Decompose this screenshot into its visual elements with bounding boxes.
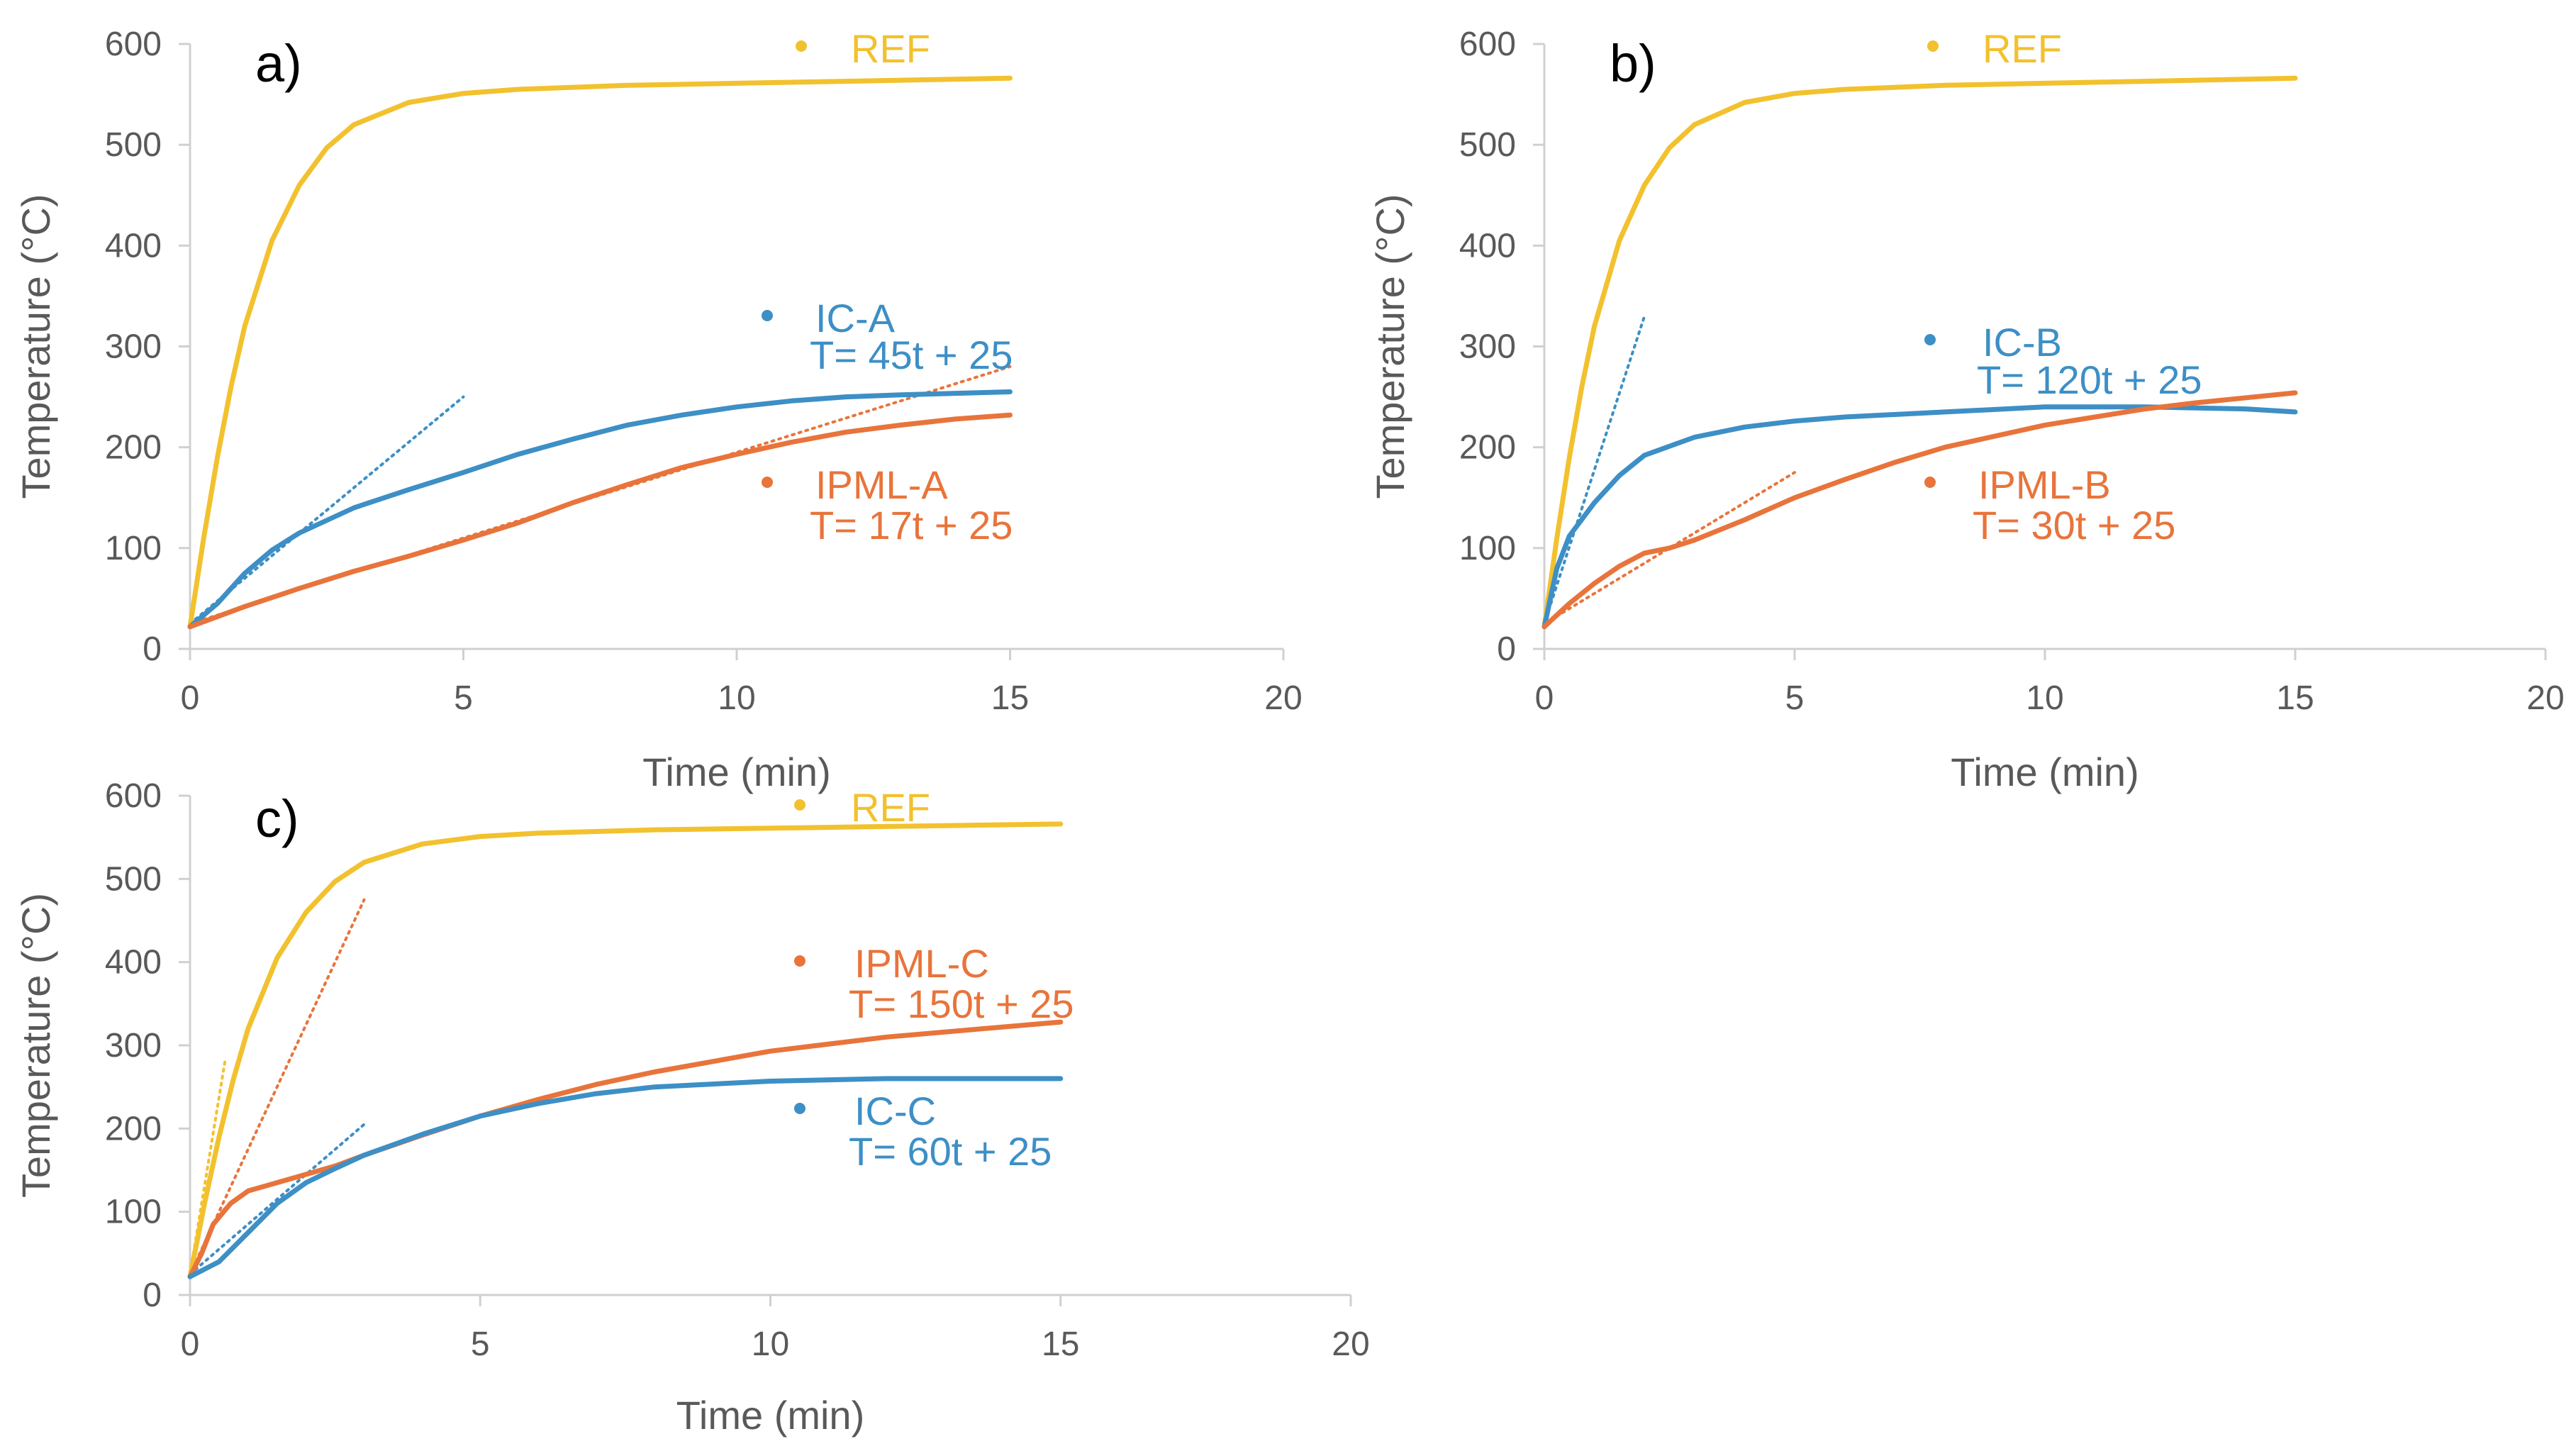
- x-axis-title: Time (min): [676, 1393, 864, 1438]
- panel-label: b): [1610, 34, 1656, 93]
- x-tick-label: 10: [2026, 679, 2063, 717]
- legend-equation-ic-b: T= 120t + 25: [1977, 357, 2202, 402]
- y-tick-label: 200: [1459, 429, 1516, 467]
- series-line-ipml-b: [1541, 390, 2298, 630]
- trendline-ipml-b: [1543, 471, 1796, 626]
- y-tick-label: 300: [105, 1027, 162, 1064]
- legend-label-ic-a: IC-A: [815, 296, 896, 340]
- series-line-ic-c: [187, 1076, 1064, 1279]
- trendline-ipml-c: [189, 898, 366, 1276]
- y-tick-label: 600: [105, 777, 162, 815]
- legend-label-ref: REF: [851, 785, 930, 830]
- legend-equation-ipml-a: T= 17t + 25: [810, 503, 1013, 547]
- series-line-ipml-a: [187, 412, 1013, 630]
- legend-marker-ipml-a: [762, 477, 773, 488]
- legend-label-ipml-a: IPML-A: [815, 462, 948, 507]
- legend-equation-ipml-c: T= 150t + 25: [849, 982, 1074, 1026]
- legend-marker-ic-a: [762, 310, 773, 321]
- x-tick-label: 15: [2276, 679, 2314, 717]
- y-tick-label: 600: [105, 26, 162, 63]
- legend-label-ipml-b: IPML-B: [1978, 462, 2111, 507]
- legend-equation-ic-a: T= 45t + 25: [810, 333, 1013, 377]
- legend-marker-ipml-c: [794, 955, 805, 967]
- y-axis-title: Temperature (°C): [1368, 194, 1412, 499]
- chart-panel-1: 0 100 200 300 400 500 600 0 5 10 15 20 Time (min) Tem…: [13, 26, 1303, 794]
- chart-panel-2: 0 100 200 300 400 500 600 0 5 10 15 20 Time (min) Tem…: [1368, 26, 2565, 794]
- x-tick-label: 0: [181, 1325, 200, 1363]
- panel-label: c): [255, 789, 299, 848]
- y-tick-label: 0: [143, 630, 162, 668]
- x-tick-label: 5: [471, 1325, 490, 1363]
- legend-marker-ref: [794, 799, 805, 811]
- y-tick-label: 500: [105, 860, 162, 898]
- legend-label-ref: REF: [851, 26, 930, 71]
- y-tick-label: 600: [1459, 26, 1516, 63]
- legend-label-ref: REF: [1983, 26, 2062, 71]
- y-tick-label: 200: [105, 429, 162, 467]
- x-tick-label: 0: [1535, 679, 1554, 717]
- legend-label-ipml-c: IPML-C: [854, 941, 989, 986]
- y-tick-label: 100: [105, 1194, 162, 1231]
- y-tick-label: 0: [1497, 630, 1516, 668]
- y-tick-label: 200: [105, 1110, 162, 1147]
- legend-equation-ic-c: T= 60t + 25: [849, 1129, 1052, 1174]
- trendline-ic-c: [189, 1123, 366, 1276]
- panel-label: a): [255, 34, 302, 93]
- y-tick-label: 0: [143, 1277, 162, 1314]
- legend-marker-ref: [1927, 40, 1939, 52]
- y-tick-label: 400: [1459, 227, 1516, 265]
- y-tick-label: 100: [105, 530, 162, 567]
- series-line-ref: [187, 821, 1064, 1279]
- x-tick-label: 0: [181, 679, 200, 717]
- y-tick-label: 400: [105, 227, 162, 265]
- trendline-ic-b: [1543, 314, 1646, 626]
- legend-marker-ic-b: [1924, 334, 1936, 345]
- y-tick-label: 500: [105, 126, 162, 164]
- x-tick-label: 10: [752, 1325, 789, 1363]
- x-axis-title: Time (min): [1951, 750, 2139, 794]
- y-tick-label: 300: [105, 328, 162, 366]
- x-tick-label: 10: [718, 679, 755, 717]
- x-tick-label: 20: [1332, 1325, 1369, 1363]
- legend-label-ic-b: IC-B: [1983, 320, 2062, 365]
- y-tick-label: 500: [1459, 126, 1516, 164]
- legend-equation-ipml-b: T= 30t + 25: [1973, 503, 2175, 547]
- y-tick-label: 100: [1459, 530, 1516, 567]
- x-tick-label: 15: [1042, 1325, 1079, 1363]
- y-axis-title: Temperature (°C): [13, 194, 58, 499]
- x-tick-label: 20: [2526, 679, 2564, 717]
- series-line-ref: [1541, 75, 2298, 630]
- legend-marker-ic-c: [794, 1103, 805, 1114]
- y-tick-label: 300: [1459, 328, 1516, 366]
- legend-marker-ref: [796, 40, 807, 52]
- y-axis-title: Temperature (°C): [13, 893, 58, 1198]
- x-tick-label: 15: [991, 679, 1029, 717]
- series-line-ic-a: [187, 389, 1013, 630]
- chart-panel-3: 0 100 200 300 400 500 600 0 5 10 15 20 Time (min) Tem…: [13, 777, 1370, 1438]
- series-line-ref: [187, 75, 1013, 630]
- x-tick-label: 20: [1264, 679, 1302, 717]
- series-line-ic-b: [1541, 404, 2298, 630]
- y-tick-label: 400: [105, 944, 162, 982]
- x-axis-title: Time (min): [642, 750, 830, 794]
- x-tick-label: 5: [1785, 679, 1805, 717]
- x-tick-label: 5: [454, 679, 473, 717]
- legend-label-ic-c: IC-C: [854, 1089, 936, 1133]
- legend-marker-ipml-b: [1924, 477, 1936, 488]
